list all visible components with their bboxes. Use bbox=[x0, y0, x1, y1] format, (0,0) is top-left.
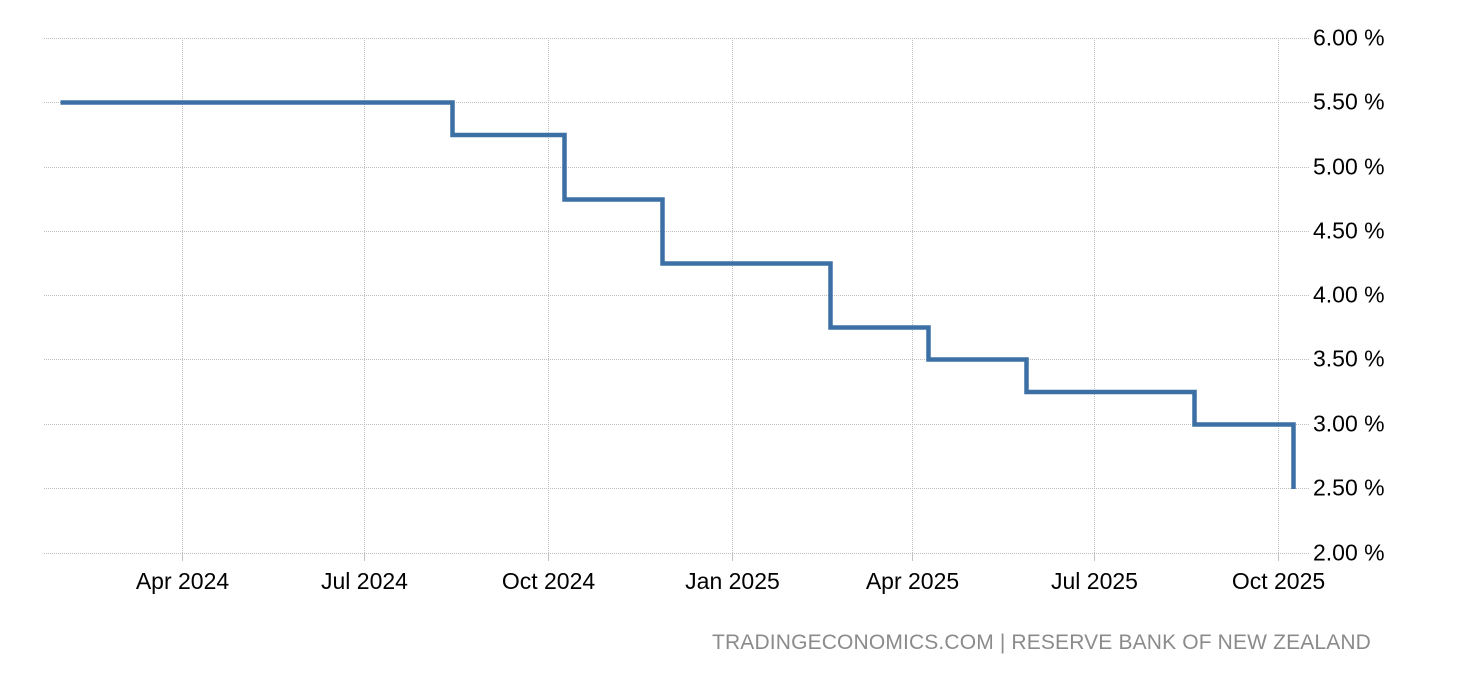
svg-text:Jul 2024: Jul 2024 bbox=[321, 568, 408, 594]
svg-text:2.00 %: 2.00 % bbox=[1313, 540, 1385, 566]
svg-text:2.50 %: 2.50 % bbox=[1313, 475, 1385, 501]
svg-text:Jan 2025: Jan 2025 bbox=[685, 568, 780, 594]
svg-text:4.50 %: 4.50 % bbox=[1313, 218, 1385, 244]
svg-text:5.50 %: 5.50 % bbox=[1313, 89, 1385, 115]
svg-text:3.00 %: 3.00 % bbox=[1313, 411, 1385, 437]
svg-text:Oct 2025: Oct 2025 bbox=[1232, 568, 1325, 594]
svg-text:TRADINGECONOMICS.COM | RESERVE: TRADINGECONOMICS.COM | RESERVE BANK OF N… bbox=[712, 631, 1371, 654]
svg-text:3.50 %: 3.50 % bbox=[1313, 346, 1385, 372]
svg-text:5.00 %: 5.00 % bbox=[1313, 154, 1385, 180]
svg-text:Oct 2024: Oct 2024 bbox=[502, 568, 596, 594]
svg-text:Apr 2025: Apr 2025 bbox=[866, 568, 959, 594]
svg-text:4.00 %: 4.00 % bbox=[1313, 282, 1385, 308]
svg-text:Jul 2025: Jul 2025 bbox=[1051, 568, 1138, 594]
svg-text:6.00 %: 6.00 % bbox=[1313, 25, 1385, 51]
svg-text:Apr 2024: Apr 2024 bbox=[136, 568, 230, 594]
